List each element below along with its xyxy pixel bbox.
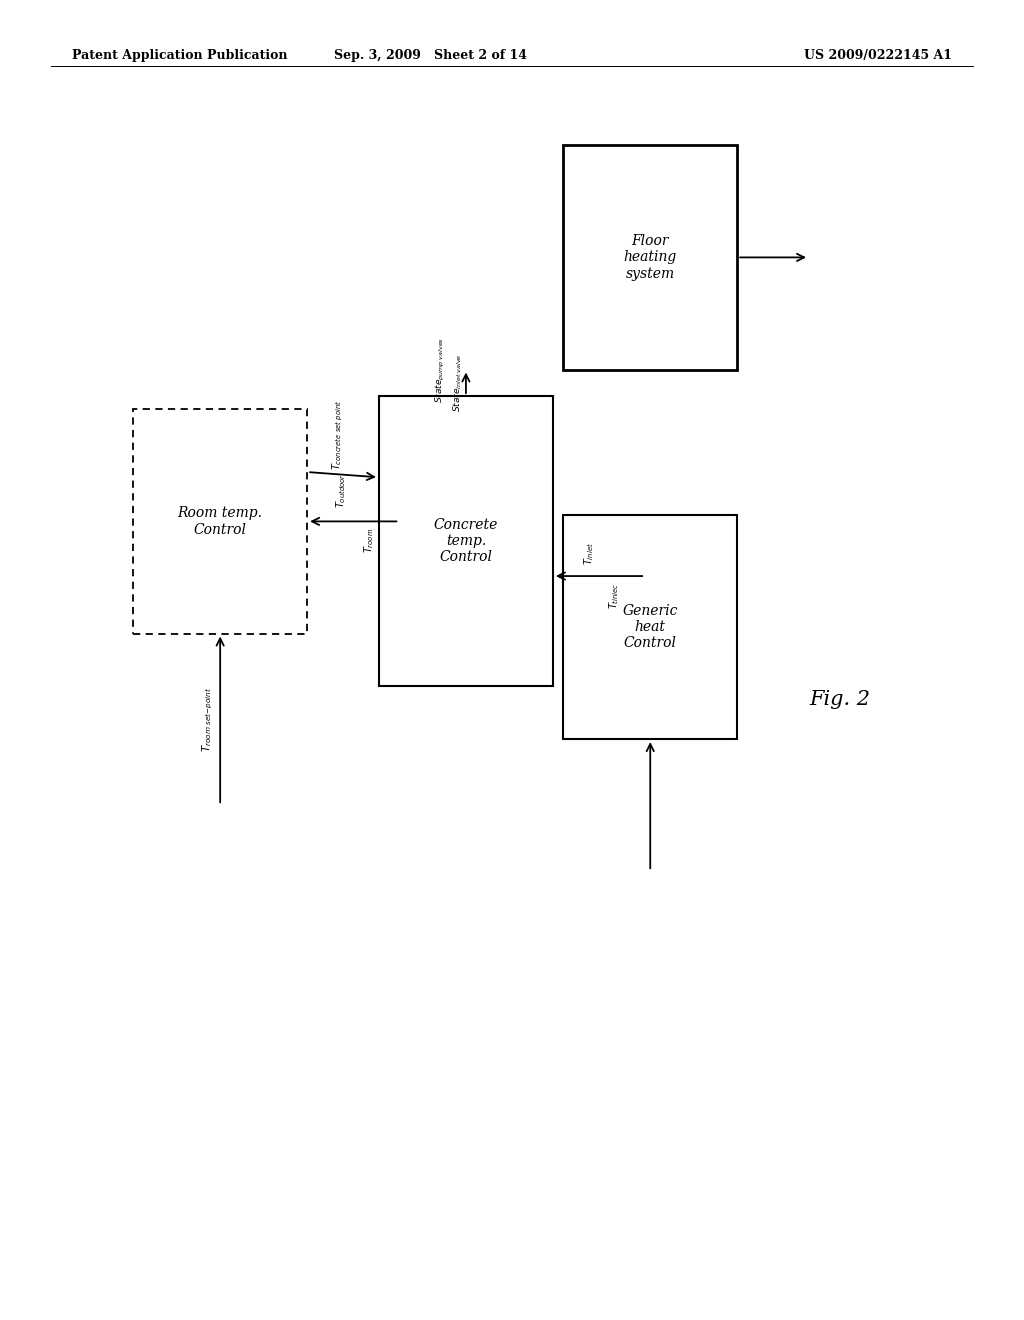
Text: Concrete
temp.
Control: Concrete temp. Control	[434, 517, 498, 565]
Bar	[563, 515, 737, 739]
Text: Sep. 3, 2009   Sheet 2 of 14: Sep. 3, 2009 Sheet 2 of 14	[334, 49, 526, 62]
Text: $T_{room}$: $T_{room}$	[361, 528, 376, 553]
Text: $T_{concrete\ set\ point}$: $T_{concrete\ set\ point}$	[331, 400, 345, 470]
Text: $T_{tinlec}$: $T_{tinlec}$	[607, 582, 622, 610]
Text: $T_{outdoor}$: $T_{outdoor}$	[334, 474, 348, 508]
Bar	[563, 145, 737, 370]
Bar	[379, 396, 553, 686]
Bar	[133, 409, 307, 634]
Text: Fig. 2: Fig. 2	[809, 690, 870, 709]
Text: US 2009/0222145 A1: US 2009/0222145 A1	[804, 49, 952, 62]
Text: $T_{inlet}$: $T_{inlet}$	[582, 543, 596, 565]
Text: Floor
heating
system: Floor heating system	[624, 234, 677, 281]
Text: Patent Application Publication: Patent Application Publication	[72, 49, 287, 62]
Text: $T_{room\ set\mathsf{-}point}$: $T_{room\ set\mathsf{-}point}$	[201, 686, 215, 752]
Text: Room temp.
Control: Room temp. Control	[177, 507, 263, 536]
Text: $State_{inlet\ valve}$: $State_{inlet\ valve}$	[452, 354, 464, 412]
Text: $State_{pump\ valves}$: $State_{pump\ valves}$	[434, 337, 446, 403]
Text: Generic
heat
Control: Generic heat Control	[623, 603, 678, 651]
